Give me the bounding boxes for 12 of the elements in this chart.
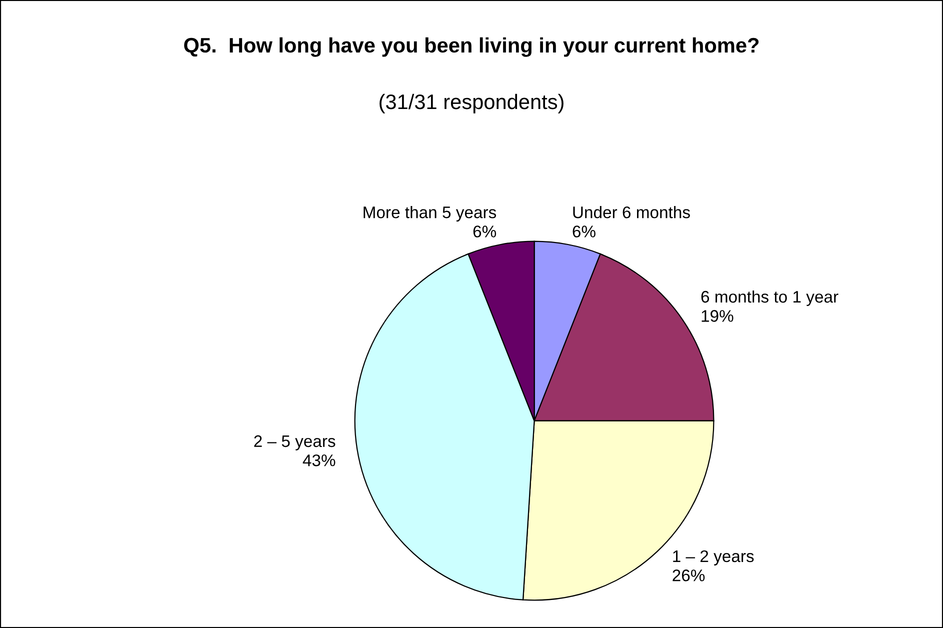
chart-subtitle: (31/31 respondents) — [380, 94, 564, 114]
chart-title: Q5. How long have you been living in your current home? — [184, 37, 759, 57]
data-label: 19% — [702, 310, 734, 322]
slice-label: Under 6 months — [573, 206, 690, 218]
data-label: 6% — [572, 226, 596, 238]
slice-label: 1 – 2 years — [673, 550, 754, 566]
data-label: 6% — [473, 226, 496, 238]
slice-label: More than 5 years — [364, 206, 496, 222]
slice-label: 6 months to 1 year — [701, 290, 838, 306]
data-label: 43% — [302, 454, 336, 466]
data-label: 26% — [672, 570, 705, 582]
slice-label: 2 – 5 years — [254, 435, 336, 450]
